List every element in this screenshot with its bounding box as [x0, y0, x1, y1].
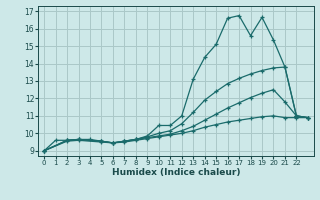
X-axis label: Humidex (Indice chaleur): Humidex (Indice chaleur) [112, 168, 240, 177]
